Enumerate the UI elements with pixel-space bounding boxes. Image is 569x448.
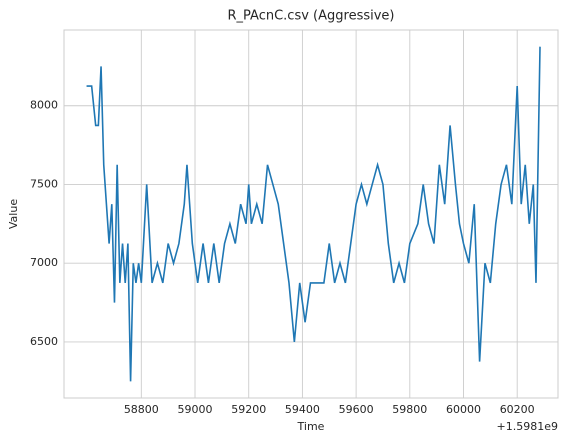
x-tick-label: 60000 xyxy=(446,403,481,416)
x-tick-label: 59000 xyxy=(178,403,213,416)
x-tick-label: 59400 xyxy=(285,403,320,416)
y-tick-label: 7000 xyxy=(30,256,58,269)
x-tick-label: 59600 xyxy=(339,403,374,416)
x-tick-label: 59200 xyxy=(231,403,266,416)
plot-frame xyxy=(63,29,559,399)
x-tick-label: 59800 xyxy=(392,403,427,416)
y-tick-label: 8000 xyxy=(30,99,58,112)
chart-title: R_PAcnC.csv (Aggressive) xyxy=(228,9,395,24)
y-tick-label: 6500 xyxy=(30,335,58,348)
x-offset-label: +1.5981e9 xyxy=(497,420,558,433)
x-tick-label: 58800 xyxy=(124,403,159,416)
y-axis-label: Value xyxy=(7,199,20,229)
y-tick-label: 7500 xyxy=(30,177,58,190)
x-axis-label: Time xyxy=(297,420,325,433)
x-tick-label: 60200 xyxy=(500,403,535,416)
data-line xyxy=(86,46,541,382)
